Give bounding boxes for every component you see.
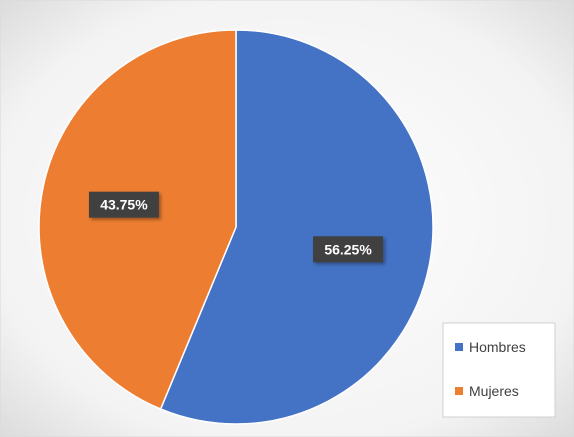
data-label-hombres: 56.25%	[313, 236, 384, 263]
pie-slice-hombres	[159, 29, 434, 425]
data-label-text: 56.25%	[324, 241, 372, 257]
data-label-text: 43.75%	[100, 197, 148, 213]
legend-swatch-mujeres	[455, 387, 463, 395]
pie-slices	[38, 29, 434, 425]
legend: Hombres Mujeres	[442, 322, 556, 418]
data-label-box	[88, 191, 159, 218]
pie-slice-mujeres	[38, 29, 237, 410]
legend-label-mujeres: Mujeres	[469, 383, 519, 399]
data-label-box	[313, 236, 384, 263]
legend-box	[442, 322, 556, 418]
data-label-mujeres: 43.75%	[88, 191, 159, 218]
legend-label-hombres: Hombres	[469, 339, 526, 355]
data-labels: 56.25% 43.75%	[88, 191, 384, 263]
legend-swatch-hombres	[455, 343, 463, 351]
